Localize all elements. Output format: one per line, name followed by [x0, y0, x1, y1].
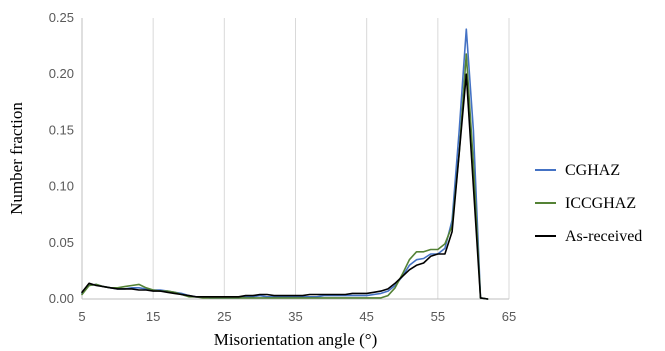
y-tick-label: 0.25	[49, 10, 74, 25]
x-tick-label: 55	[431, 309, 445, 324]
grid	[152, 18, 510, 299]
plot-area	[81, 28, 489, 300]
x-axis-title: Misorientation angle (°)	[214, 330, 378, 349]
legend-label: ICCGHAZ	[565, 195, 636, 212]
x-tick-label: 15	[146, 309, 160, 324]
x-tick-label: 35	[288, 309, 302, 324]
y-tick-label: 0.00	[49, 291, 74, 306]
legend: CGHAZ ICCGHAZ As-received	[535, 162, 642, 245]
y-tick-label: 0.10	[49, 179, 74, 194]
series-line-iccghaz	[81, 53, 489, 300]
x-tick-label: 5	[78, 309, 85, 324]
series-line-as-received	[81, 73, 489, 300]
y-axis-title: Number fraction	[7, 102, 26, 215]
axes	[81, 18, 509, 300]
legend-label: As-received	[565, 228, 642, 245]
y-tick-label: 0.20	[49, 66, 74, 81]
y-tick-label: 0.05	[49, 235, 74, 250]
x-tick-label: 25	[217, 309, 231, 324]
x-tick-label: 45	[359, 309, 373, 324]
legend-label: CGHAZ	[565, 162, 620, 179]
series-line-cghaz	[81, 28, 489, 300]
tick-labels: 5 15 25 35 45 55 65 0.00 0.05 0.10 0.15 0.20 0.25	[49, 10, 517, 324]
y-tick-label: 0.15	[49, 122, 74, 137]
x-tick-label: 65	[502, 309, 516, 324]
